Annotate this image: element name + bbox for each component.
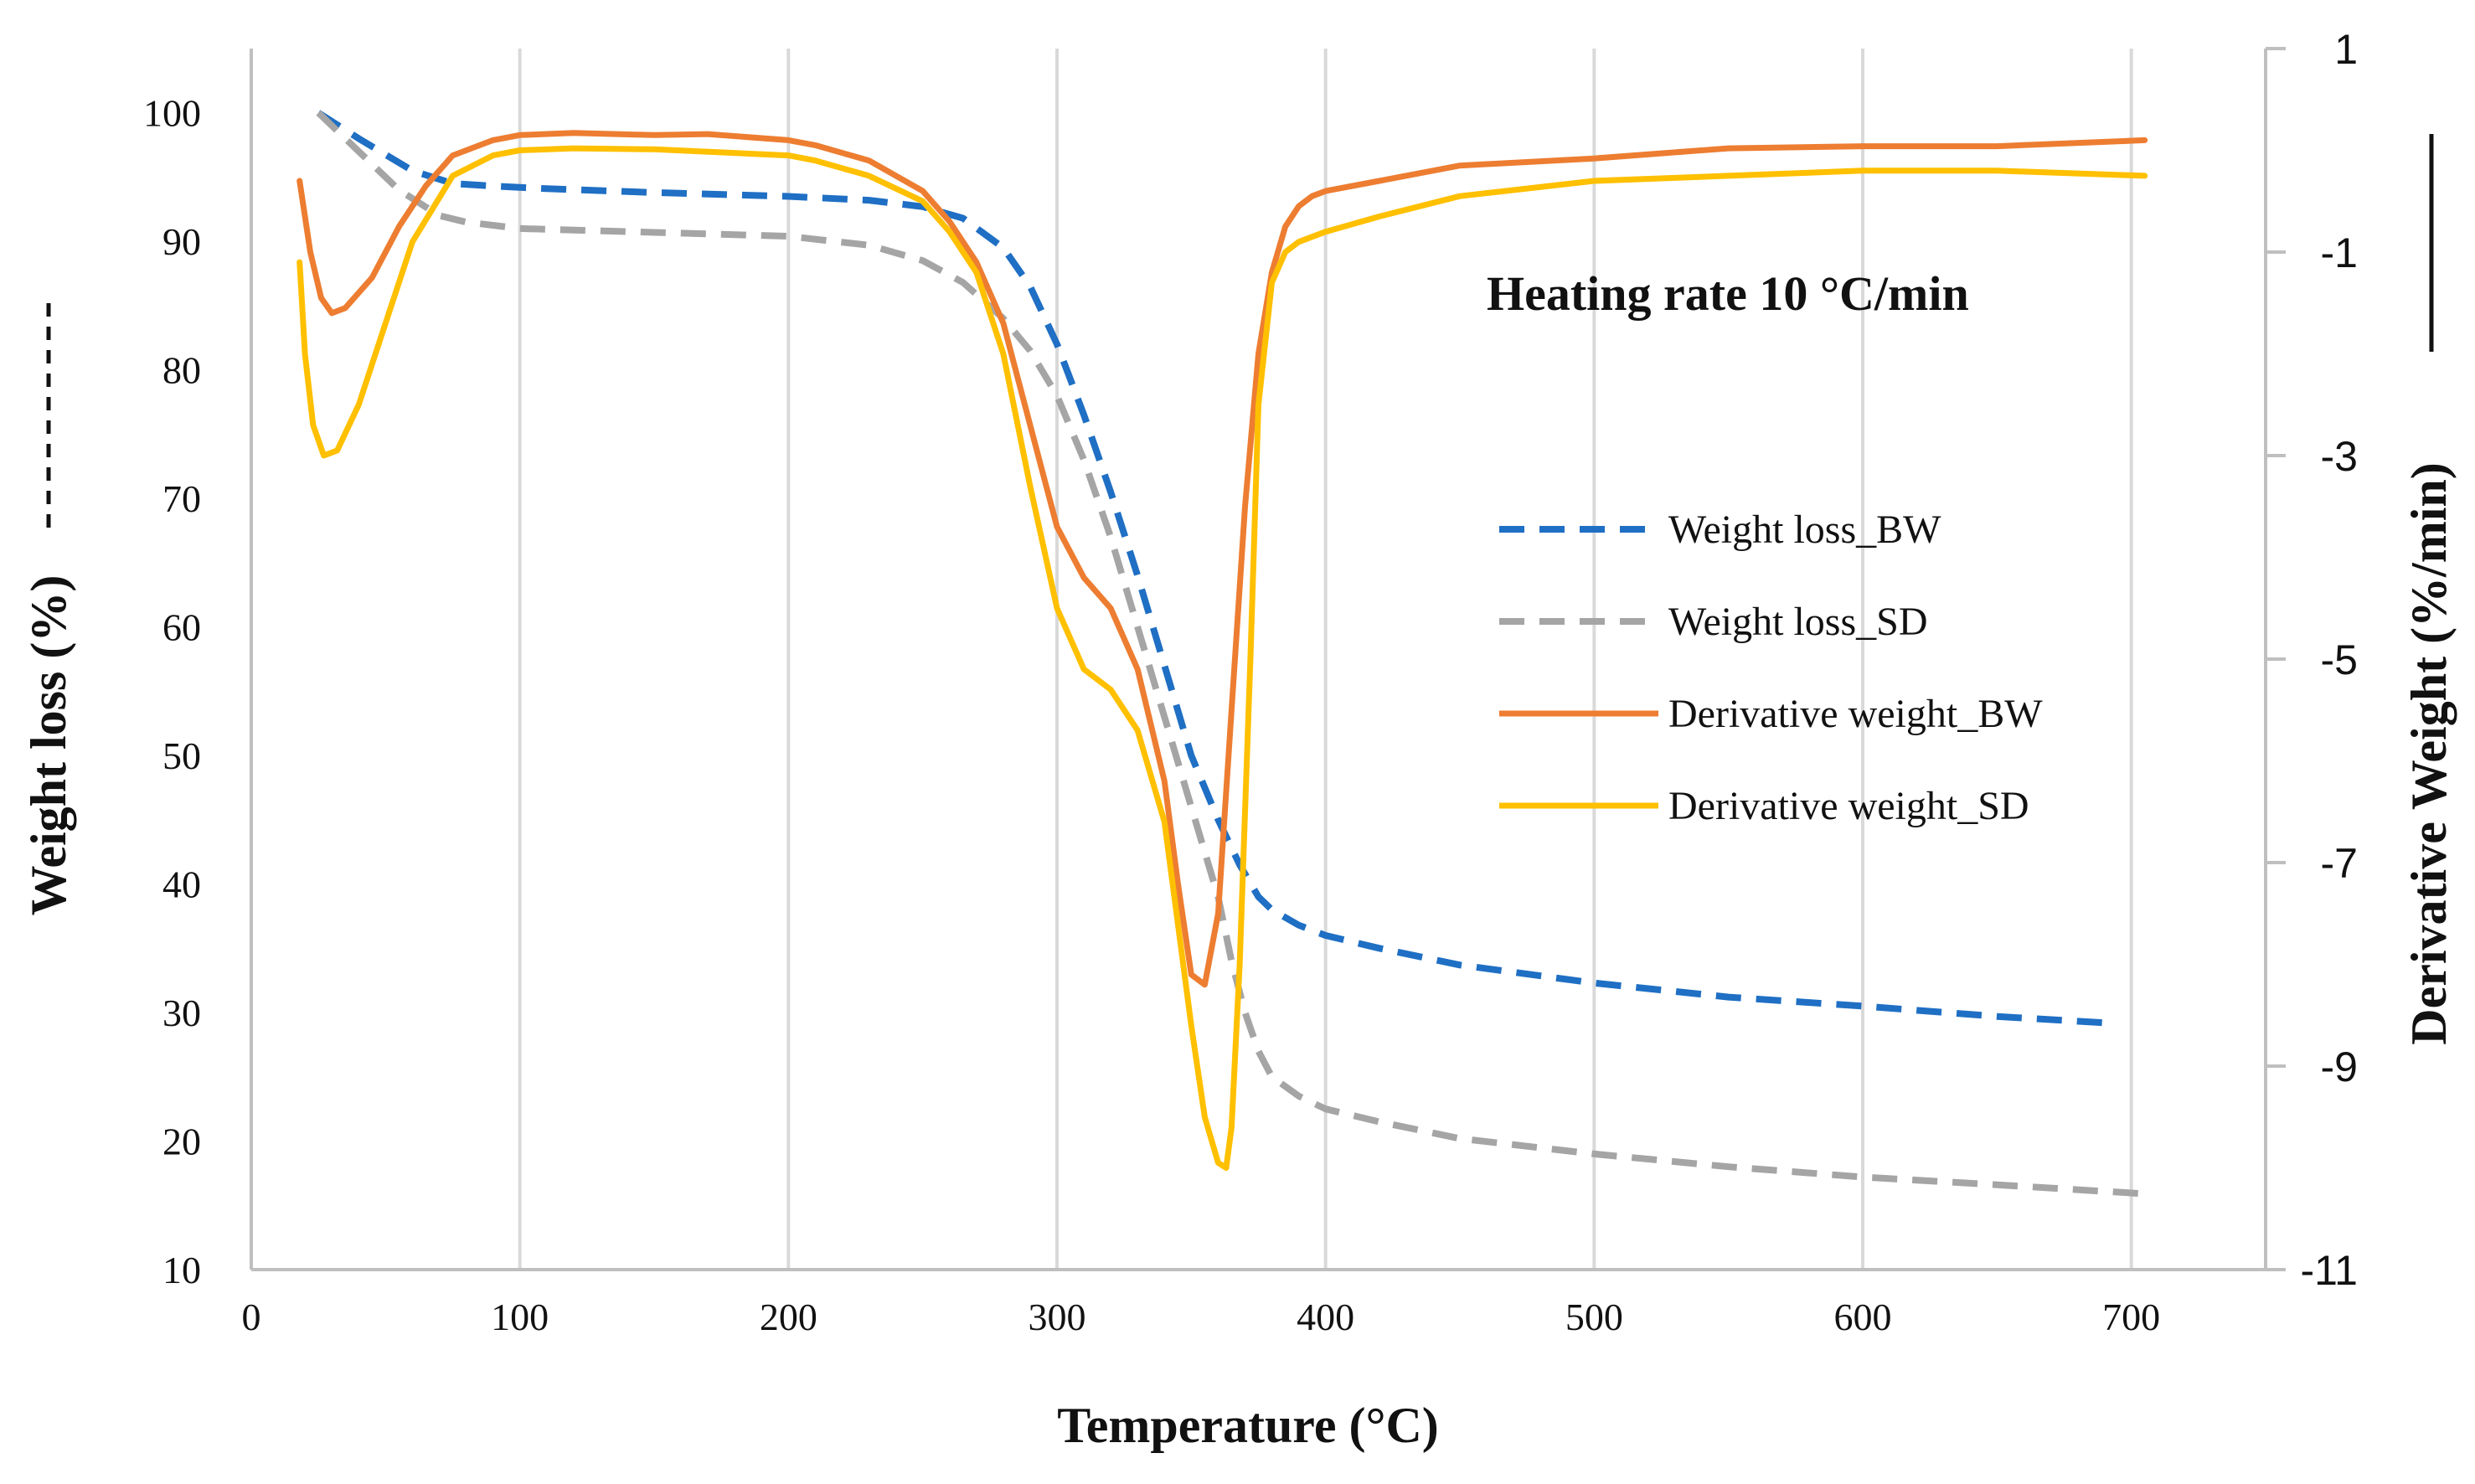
y2-tick-label: -11 — [2300, 1247, 2358, 1294]
y-tick-label: 70 — [162, 477, 201, 520]
series-line-derivative-weight-sd — [296, 145, 2148, 1171]
y-tick-label: 90 — [162, 220, 201, 263]
x-tick-label: 200 — [760, 1296, 817, 1338]
y-tick-label: 50 — [162, 734, 201, 777]
y2-axis-title: Derivative Weight (%/min) — [2401, 462, 2457, 1044]
x-axis-title: Temperature (°C) — [1057, 1398, 1439, 1453]
legend-label-derivative-sd: Derivative weight_SD — [1668, 784, 2029, 828]
y-tick-label: 100 — [143, 92, 201, 135]
x-tick-label: 0 — [242, 1296, 261, 1338]
y2-tick-label: -5 — [2321, 636, 2358, 683]
y2-tick-label: -7 — [2321, 840, 2358, 887]
gridlines — [518, 49, 2133, 1270]
x-tick-label: 300 — [1029, 1296, 1086, 1338]
x-tick-label: 600 — [1834, 1296, 1892, 1338]
y2-tick-label: -1 — [2321, 229, 2358, 276]
legend: Weight loss_BW Weight loss_SD Derivative… — [1499, 508, 2043, 828]
x-tick-label: 100 — [491, 1296, 549, 1338]
series-line-weight-loss-bw — [317, 110, 2105, 1027]
y-axis-title: Weight loss (%) — [21, 575, 76, 916]
series-line-weight-loss-sd — [316, 110, 2145, 1198]
legend-label-derivative-bw: Derivative weight_BW — [1668, 692, 2043, 736]
y2-tick-label: 1 — [2334, 26, 2358, 73]
legend-label-weight-loss-sd: Weight loss_SD — [1668, 600, 1928, 644]
x-tick-label: 400 — [1297, 1296, 1354, 1338]
y2-tick-label: -9 — [2321, 1043, 2358, 1090]
y-tick-label: 30 — [162, 992, 201, 1034]
heating-rate-annotation: Heating rate 10 °C/min — [1487, 266, 1969, 321]
tick-labels: 0 100 200 300 400 500 600 700 10 20 30 40 50 60 70 80 90… — [143, 26, 2358, 1338]
x-tick-label: 500 — [1565, 1296, 1623, 1338]
y-tick-label: 10 — [162, 1249, 201, 1291]
series-line-derivative-weight-bw — [296, 130, 2148, 988]
x-tick-label: 700 — [2102, 1296, 2160, 1338]
legend-label-weight-loss-bw: Weight loss_BW — [1668, 508, 1941, 552]
axes — [250, 47, 2286, 1271]
y-tick-label: 60 — [162, 606, 201, 649]
y2-tick-label: -3 — [2321, 433, 2358, 480]
series-lines — [296, 110, 2148, 1198]
y-tick-label: 20 — [162, 1121, 201, 1163]
y-tick-label: 40 — [162, 863, 201, 906]
y-tick-label: 80 — [162, 349, 201, 392]
